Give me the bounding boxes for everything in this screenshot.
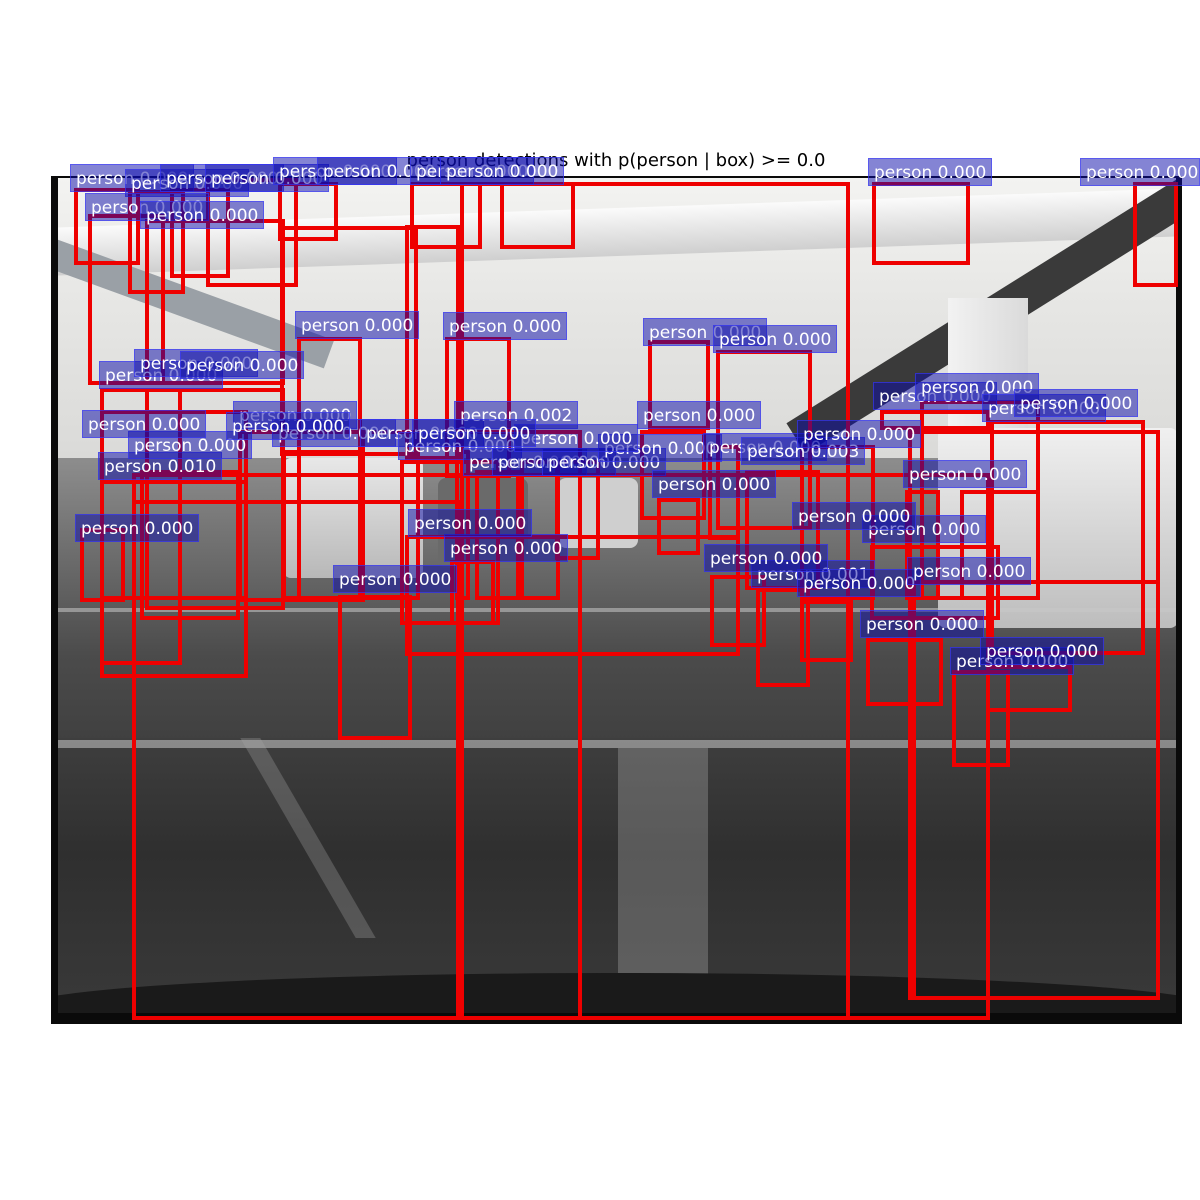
detection-box	[338, 595, 412, 740]
detection-label: person 0.000	[444, 534, 569, 562]
detection-box	[872, 182, 970, 265]
detection-label: person 0.000	[408, 509, 533, 537]
detection-label: person 0.000	[1014, 389, 1139, 417]
detection-label: person 0.000	[180, 351, 305, 379]
detection-label: person 0.000	[333, 565, 458, 593]
detection-box	[1133, 182, 1178, 287]
detection-label: person 0.000	[75, 514, 200, 542]
detection-label: person 0.000	[797, 569, 922, 597]
detection-box	[866, 638, 943, 706]
detection-label: person 0.000	[1080, 158, 1200, 186]
detection-label: person 0.010	[98, 452, 223, 480]
detection-box	[657, 498, 700, 555]
detection-label: person 0.000	[412, 419, 537, 447]
detection-box	[100, 480, 248, 678]
detection-label: person 0.000	[792, 502, 917, 530]
detection-box	[800, 600, 853, 662]
detection-label: person 0.000	[704, 544, 829, 572]
detection-label: person 0.000	[226, 412, 351, 440]
detection-label: person 0.000	[980, 637, 1105, 665]
detection-label: person 0.000	[907, 557, 1032, 585]
detection-label: person 0.000	[915, 373, 1040, 401]
detection-label: person 0.000	[860, 610, 985, 638]
floor-line	[58, 608, 1176, 612]
detection-label: person 0.000	[140, 201, 265, 229]
detection-label: person 0.000	[652, 470, 777, 498]
detection-label: person 0.000	[713, 325, 838, 353]
detection-label: person 0.000	[797, 420, 922, 448]
detection-box	[912, 580, 1160, 1000]
detection-label: person 0.000	[440, 157, 565, 185]
detection-label: person 0.000	[295, 311, 420, 339]
detection-label: person 0.000	[903, 460, 1028, 488]
detection-label: person 0.000	[868, 158, 993, 186]
floor-line	[58, 740, 1176, 748]
detection-box	[132, 500, 460, 1020]
detection-box	[405, 535, 740, 656]
detection-label: person 0.000	[82, 410, 207, 438]
detection-box	[756, 588, 810, 687]
detection-box	[280, 226, 418, 456]
detection-label: person 0.000	[637, 401, 762, 429]
white-suv	[283, 458, 423, 578]
floor-line	[618, 748, 708, 988]
detection-label: person 0.000	[443, 312, 568, 340]
